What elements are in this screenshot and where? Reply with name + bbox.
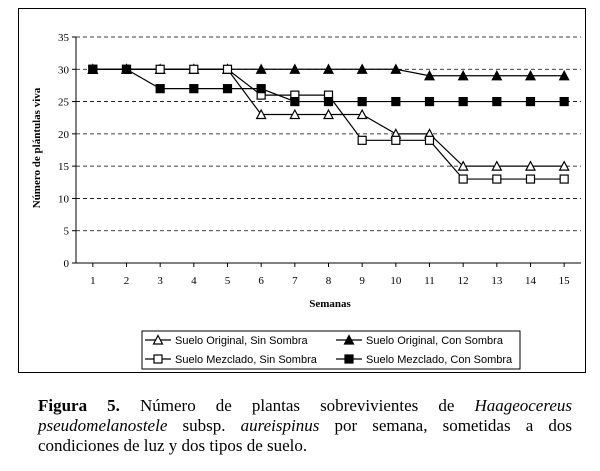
caption-text-1: Número de plantas sobrevivientes de xyxy=(119,396,475,415)
data-point xyxy=(222,84,233,94)
x-tick-label: 11 xyxy=(424,275,435,287)
data-point xyxy=(189,64,199,74)
data-point xyxy=(458,174,468,184)
data-point xyxy=(525,174,536,184)
data-point xyxy=(391,96,401,107)
x-tick-label: 5 xyxy=(225,275,231,287)
data-point xyxy=(289,108,301,120)
data-point xyxy=(343,334,355,345)
data-point xyxy=(88,64,98,74)
data-point xyxy=(255,108,267,120)
x-tick-label: 15 xyxy=(559,275,571,287)
data-point xyxy=(189,84,199,94)
legend-box xyxy=(141,330,521,370)
x-tick-label: 8 xyxy=(326,275,332,287)
data-point xyxy=(491,69,503,81)
legend-label: Suelo Original, Sin Sombra xyxy=(175,335,309,347)
data-point xyxy=(222,64,233,74)
x-tick-label: 10 xyxy=(390,275,402,287)
legend-label: Suelo Mezclado, Sin Sombra xyxy=(175,354,318,366)
data-point xyxy=(525,160,536,171)
x-tick-label: 4 xyxy=(191,275,197,287)
data-point xyxy=(457,160,469,171)
caption-species: Haageocereus pseudomelanostele xyxy=(38,396,572,435)
data-point xyxy=(424,96,435,107)
data-point xyxy=(492,96,502,107)
y-tick-label: 35 xyxy=(58,32,70,44)
data-point xyxy=(458,96,468,107)
x-tick-label: 14 xyxy=(525,275,537,287)
data-point xyxy=(390,63,402,74)
data-point xyxy=(256,84,266,94)
data-point xyxy=(357,135,367,145)
data-point xyxy=(155,64,165,74)
legend-label: Suelo Original, Con Sombra xyxy=(366,335,504,347)
data-point xyxy=(559,174,569,184)
caption-text-2: subsp. xyxy=(167,416,241,435)
caption-label: Figura 5. xyxy=(38,396,120,415)
x-axis-title: Semanas xyxy=(309,298,351,310)
data-point xyxy=(391,135,401,145)
x-tick-label: 6 xyxy=(258,275,264,287)
data-point xyxy=(356,108,368,120)
data-point xyxy=(357,96,367,107)
x-tick-label: 1 xyxy=(90,275,96,287)
x-tick-label: 12 xyxy=(458,275,469,287)
data-point xyxy=(255,63,267,74)
caption-subspecies: aureispinus xyxy=(240,416,320,435)
data-point xyxy=(289,63,301,74)
data-point xyxy=(153,354,163,364)
figure-frame: 0 5 10 15 20 25 30 35 1 2 3 4 5 6 7 8 9 10 11 12 13 14 15 Núme… xyxy=(18,8,586,373)
data-point xyxy=(525,96,536,107)
data-point xyxy=(457,69,469,81)
x-tick-label: 9 xyxy=(359,275,365,287)
data-point xyxy=(323,96,334,107)
data-point xyxy=(424,69,435,81)
x-tick-label: 2 xyxy=(124,275,130,287)
y-tick-label: 15 xyxy=(58,161,70,173)
data-point xyxy=(558,160,570,171)
data-point xyxy=(559,96,569,107)
data-point xyxy=(152,334,164,345)
data-point xyxy=(344,354,354,364)
data-point xyxy=(492,174,502,184)
legend: Suelo Original, Sin Sombra Suelo Original… xyxy=(141,330,521,370)
data-point xyxy=(491,160,503,171)
y-axis-title: Número de plántulas viva xyxy=(31,87,43,208)
y-tick-label: 5 xyxy=(64,226,70,238)
data-point xyxy=(121,64,132,74)
figure-caption: Figura 5. Número de plantas sobrevivient… xyxy=(38,396,572,456)
legend-label: Suelo Mezclado, Con Sombra xyxy=(366,354,513,366)
data-point xyxy=(525,69,536,81)
data-point xyxy=(323,63,334,74)
y-tick-label: 10 xyxy=(58,193,70,205)
caption-text-3: por semana, sometidas a dos condiciones … xyxy=(38,416,573,455)
x-tick-label: 7 xyxy=(292,275,298,287)
y-tick-label: 30 xyxy=(58,64,70,76)
data-point xyxy=(323,108,334,120)
x-tick-label: 13 xyxy=(491,275,503,287)
x-tick-label: 3 xyxy=(157,275,163,287)
data-point xyxy=(424,135,435,145)
y-tick-label: 0 xyxy=(64,258,70,270)
data-point xyxy=(290,96,300,107)
data-point xyxy=(356,63,368,74)
data-point xyxy=(155,84,165,94)
y-tick-label: 25 xyxy=(58,97,70,109)
y-tick-label: 20 xyxy=(58,129,70,141)
data-point xyxy=(558,69,570,81)
